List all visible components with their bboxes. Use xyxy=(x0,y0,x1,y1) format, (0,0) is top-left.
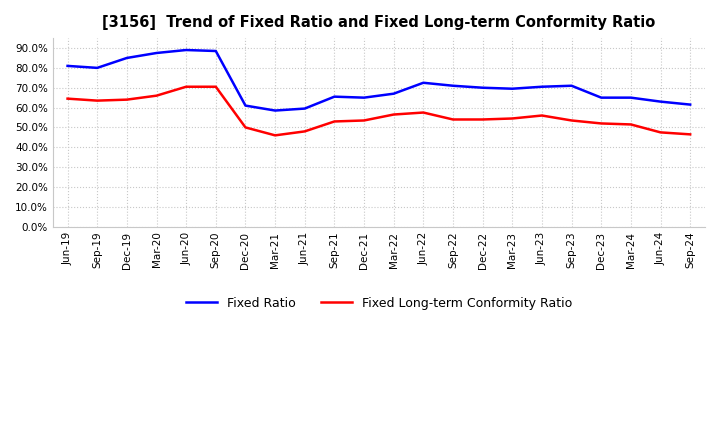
Fixed Long-term Conformity Ratio xyxy=(597,121,606,126)
Fixed Ratio xyxy=(63,63,72,69)
Fixed Ratio xyxy=(597,95,606,100)
Fixed Long-term Conformity Ratio xyxy=(93,98,102,103)
Fixed Ratio xyxy=(656,99,665,104)
Fixed Ratio xyxy=(300,106,309,111)
Fixed Long-term Conformity Ratio xyxy=(567,118,576,123)
Fixed Ratio xyxy=(419,80,428,85)
Fixed Long-term Conformity Ratio xyxy=(656,130,665,135)
Fixed Long-term Conformity Ratio xyxy=(538,113,546,118)
Fixed Long-term Conformity Ratio xyxy=(122,97,131,102)
Fixed Ratio xyxy=(686,102,695,107)
Fixed Long-term Conformity Ratio xyxy=(63,96,72,101)
Fixed Ratio xyxy=(538,84,546,89)
Line: Fixed Long-term Conformity Ratio: Fixed Long-term Conformity Ratio xyxy=(68,87,690,136)
Fixed Long-term Conformity Ratio xyxy=(478,117,487,122)
Fixed Long-term Conformity Ratio xyxy=(241,125,250,130)
Fixed Ratio xyxy=(182,48,191,53)
Fixed Long-term Conformity Ratio xyxy=(152,93,161,98)
Fixed Ratio xyxy=(626,95,635,100)
Fixed Long-term Conformity Ratio xyxy=(508,116,517,121)
Fixed Ratio xyxy=(122,55,131,61)
Fixed Long-term Conformity Ratio xyxy=(626,122,635,127)
Fixed Long-term Conformity Ratio xyxy=(182,84,191,89)
Fixed Long-term Conformity Ratio xyxy=(449,117,457,122)
Fixed Ratio xyxy=(508,86,517,92)
Fixed Long-term Conformity Ratio xyxy=(271,133,279,138)
Fixed Long-term Conformity Ratio xyxy=(390,112,398,117)
Legend: Fixed Ratio, Fixed Long-term Conformity Ratio: Fixed Ratio, Fixed Long-term Conformity … xyxy=(181,292,577,315)
Fixed Ratio xyxy=(271,108,279,113)
Fixed Long-term Conformity Ratio xyxy=(360,118,369,123)
Fixed Ratio xyxy=(449,83,457,88)
Fixed Long-term Conformity Ratio xyxy=(686,132,695,137)
Title: [3156]  Trend of Fixed Ratio and Fixed Long-term Conformity Ratio: [3156] Trend of Fixed Ratio and Fixed Lo… xyxy=(102,15,655,30)
Line: Fixed Ratio: Fixed Ratio xyxy=(68,50,690,110)
Fixed Long-term Conformity Ratio xyxy=(330,119,338,124)
Fixed Ratio xyxy=(360,95,369,100)
Fixed Ratio xyxy=(93,65,102,70)
Fixed Long-term Conformity Ratio xyxy=(300,129,309,134)
Fixed Ratio xyxy=(152,50,161,55)
Fixed Ratio xyxy=(390,91,398,96)
Fixed Long-term Conformity Ratio xyxy=(419,110,428,115)
Fixed Ratio xyxy=(330,94,338,99)
Fixed Ratio xyxy=(567,83,576,88)
Fixed Ratio xyxy=(478,85,487,90)
Fixed Ratio xyxy=(241,103,250,108)
Fixed Long-term Conformity Ratio xyxy=(212,84,220,89)
Fixed Ratio xyxy=(212,48,220,54)
